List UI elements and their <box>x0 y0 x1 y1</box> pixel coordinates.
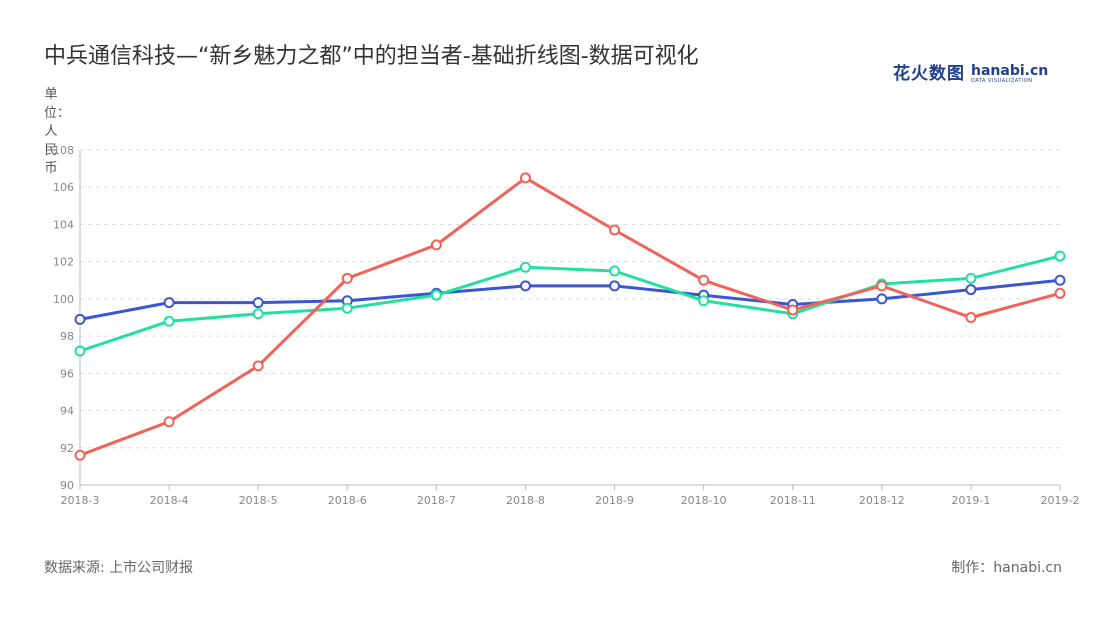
data-point-series-3[interactable] <box>876 280 888 292</box>
y-tick-label: 102 <box>53 256 74 269</box>
x-tick-label: 2018-9 <box>595 494 634 507</box>
data-point-series-2[interactable] <box>163 315 175 327</box>
data-point-series-3[interactable] <box>519 172 531 184</box>
data-point-series-2[interactable] <box>252 308 264 320</box>
x-tick-label: 2019-1 <box>951 494 990 507</box>
brand-logo-en-group: hanabi.cn DATA VISUALIZATION <box>971 64 1048 84</box>
x-tick-label: 2019-2 <box>1041 494 1080 507</box>
data-point-series-1[interactable] <box>609 280 621 292</box>
series-line-2 <box>79 254 1061 353</box>
data-point-series-3[interactable] <box>609 224 621 236</box>
x-tick-label: 2018-4 <box>150 494 189 507</box>
data-point-series-1[interactable] <box>252 297 264 309</box>
maker-credit: 制作：hanabi.cn <box>951 560 1062 576</box>
x-tick-label: 2018-8 <box>506 494 545 507</box>
chart-title: 中兵通信科技—“新乡魅力之都”中的担当者-基础折线图-数据可视化 <box>44 44 699 69</box>
brand-logo-sub: DATA VISUALIZATION <box>971 78 1033 84</box>
y-tick-label: 100 <box>53 293 74 306</box>
series-line-1 <box>79 278 1061 321</box>
data-point-series-1[interactable] <box>1054 274 1066 286</box>
data-point-series-2[interactable] <box>430 289 442 301</box>
data-point-series-2[interactable] <box>341 302 353 314</box>
data-point-series-1[interactable] <box>74 313 86 325</box>
data-point-series-1[interactable] <box>519 280 531 292</box>
x-tick-label: 2018-7 <box>417 494 456 507</box>
data-point-series-2[interactable] <box>74 345 86 357</box>
x-tick-label: 2018-10 <box>681 494 727 507</box>
data-point-series-3[interactable] <box>430 239 442 251</box>
data-point-series-3[interactable] <box>965 312 977 323</box>
axes: 90 92 94 96 98 100 102 104 106 108 2018-3 2018-4 201… <box>53 144 1079 507</box>
brand-logo-en: hanabi.cn <box>971 63 1049 79</box>
data-point-series-3[interactable] <box>787 304 799 316</box>
data-point-series-3[interactable] <box>341 272 353 284</box>
y-tick-label: 104 <box>53 218 74 231</box>
data-point-series-2[interactable] <box>519 261 531 273</box>
series-lines <box>79 176 1061 457</box>
data-point-series-3[interactable] <box>163 416 175 428</box>
data-point-series-3[interactable] <box>252 360 264 372</box>
data-point-series-1[interactable] <box>163 297 175 309</box>
data-point-series-2[interactable] <box>1054 250 1066 262</box>
data-points <box>74 172 1066 461</box>
y-tick-label: 106 <box>53 181 74 194</box>
data-point-series-2[interactable] <box>698 295 710 307</box>
data-source: 数据来源: 上市公司财报 <box>44 560 194 576</box>
series-line-3 <box>79 176 1061 457</box>
x-tick-label: 2018-5 <box>239 494 278 507</box>
brand-logo: 花火数图 hanabi.cn DATA VISUALIZATION <box>893 58 1048 84</box>
data-point-series-1[interactable] <box>876 293 888 305</box>
data-point-series-3[interactable] <box>74 449 86 461</box>
y-tick-label: 108 <box>53 144 74 157</box>
y-tick-label: 90 <box>60 479 74 492</box>
x-tick-label: 2018-12 <box>859 494 905 507</box>
data-point-series-3[interactable] <box>1054 287 1066 299</box>
data-point-series-1[interactable] <box>965 284 977 296</box>
y-tick-label: 92 <box>60 442 74 455</box>
y-tick-label: 98 <box>60 330 74 343</box>
x-tick-label: 2018-6 <box>328 494 367 507</box>
data-point-series-2[interactable] <box>965 272 977 284</box>
grid-lines <box>80 149 1060 449</box>
data-point-series-3[interactable] <box>698 274 710 286</box>
data-point-series-2[interactable] <box>609 265 621 277</box>
x-tick-label: 2018-3 <box>61 494 100 507</box>
y-tick-label: 96 <box>60 367 74 380</box>
y-tick-label: 94 <box>60 405 74 418</box>
brand-logo-cn: 花火数图 <box>893 64 965 84</box>
x-tick-label: 2018-11 <box>770 494 816 507</box>
